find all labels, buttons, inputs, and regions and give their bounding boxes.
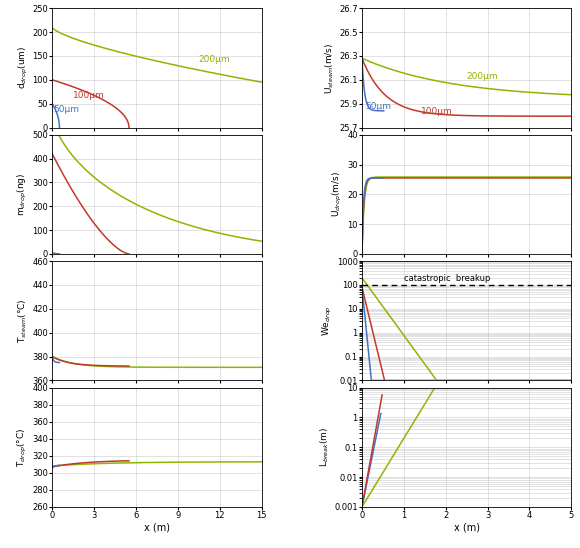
X-axis label: x (m): x (m) bbox=[454, 523, 480, 533]
Y-axis label: L$_{break}$(m): L$_{break}$(m) bbox=[319, 427, 331, 467]
Y-axis label: T$_{drop}$(°C): T$_{drop}$(°C) bbox=[16, 427, 29, 467]
Y-axis label: T$_{steam}$(°C): T$_{steam}$(°C) bbox=[17, 299, 29, 343]
Y-axis label: m$_{drop}$(ng): m$_{drop}$(ng) bbox=[16, 173, 30, 216]
X-axis label: x (m): x (m) bbox=[144, 523, 170, 533]
Text: 50μm: 50μm bbox=[365, 102, 392, 111]
Y-axis label: U$_{steam}$(m/s): U$_{steam}$(m/s) bbox=[324, 42, 336, 94]
Y-axis label: U$_{drop}$(m/s): U$_{drop}$(m/s) bbox=[331, 172, 345, 218]
Text: 200μm: 200μm bbox=[199, 55, 230, 64]
Text: 100μm: 100μm bbox=[420, 107, 452, 116]
Y-axis label: d$_{drop}$(um): d$_{drop}$(um) bbox=[16, 46, 30, 89]
Text: 50μm: 50μm bbox=[53, 105, 79, 114]
Text: 100μm: 100μm bbox=[73, 91, 105, 100]
Y-axis label: We$_{drop}$: We$_{drop}$ bbox=[321, 305, 334, 336]
Text: 200μm: 200μm bbox=[467, 72, 498, 81]
Text: catastropic  breakup: catastropic breakup bbox=[404, 274, 490, 283]
